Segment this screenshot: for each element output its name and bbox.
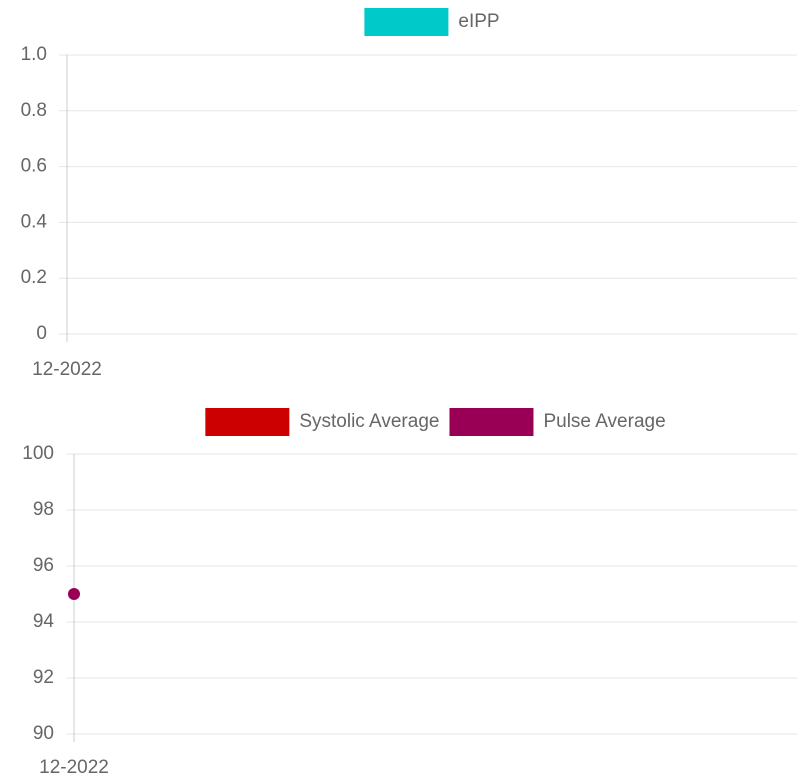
y-tick-label: 1.0 (21, 44, 47, 65)
y-tick-label: 0 (36, 323, 47, 344)
y-tick-label: 98 (33, 499, 54, 520)
x-tick-label: 12-2022 (32, 359, 102, 380)
y-tick-label: 0.2 (21, 267, 47, 288)
y-tick-label: 0.6 (21, 156, 47, 177)
legend-swatch (205, 408, 290, 436)
legend-label: Pulse Average (543, 411, 665, 432)
data-point (68, 588, 80, 600)
legend-swatch (449, 408, 534, 436)
y-tick-label: 0.4 (21, 211, 48, 232)
y-tick-label: 0.8 (21, 100, 47, 121)
y-tick-label: 90 (33, 723, 54, 744)
y-tick-label: 94 (33, 611, 55, 632)
legend-swatch (364, 8, 449, 36)
legend-label: Systolic Average (299, 411, 439, 432)
legend-label: eIPP (458, 11, 499, 32)
x-tick-label: 12-2022 (39, 757, 109, 778)
y-tick-label: 100 (22, 443, 54, 464)
y-tick-label: 92 (33, 667, 54, 688)
y-tick-label: 96 (33, 555, 54, 576)
